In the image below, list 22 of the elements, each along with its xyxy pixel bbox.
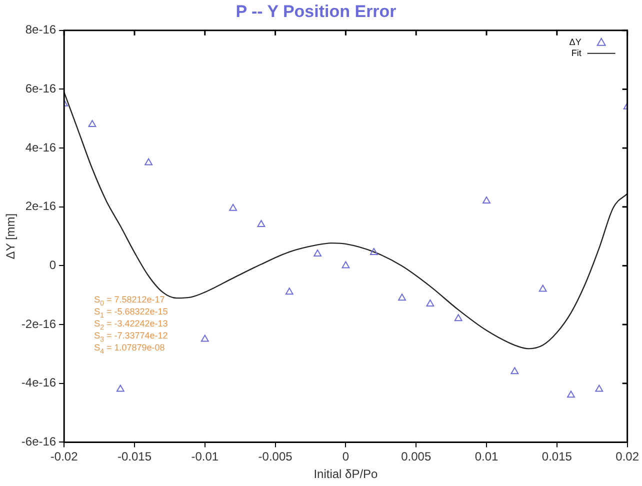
x-tick-label: 0 <box>342 450 350 464</box>
x-tick-label: -0.015 <box>117 450 152 464</box>
y-axis-title: ΔY [mm] <box>4 213 18 260</box>
y-tick-label: -6e-16 <box>21 434 56 449</box>
x-tick-label: -0.01 <box>191 450 219 464</box>
y-tick-label: -4e-16 <box>21 376 56 390</box>
x-tick-label: 0.005 <box>401 450 432 464</box>
x-tick-label: 0.01 <box>474 450 499 464</box>
y-tick-label: 4e-16 <box>25 140 56 154</box>
y-tick-label: 0 <box>49 258 56 272</box>
x-tick-label: -0.02 <box>50 450 78 464</box>
chart-title: P -- Y Position Error <box>236 2 397 21</box>
legend-label: Fit <box>571 48 582 58</box>
y-tick-label: 8e-16 <box>25 22 56 37</box>
x-tick-label: 0.02 <box>616 450 640 464</box>
y-tick-label: 6e-16 <box>25 82 56 96</box>
x-tick-label: -0.005 <box>258 450 293 464</box>
x-axis-title: Initial δP/Po <box>314 467 378 482</box>
legend-label: ΔY <box>569 36 582 47</box>
y-tick-label: 2e-16 <box>25 199 56 214</box>
x-tick-label: 0.015 <box>542 450 572 464</box>
y-tick-label: -2e-16 <box>21 316 56 331</box>
